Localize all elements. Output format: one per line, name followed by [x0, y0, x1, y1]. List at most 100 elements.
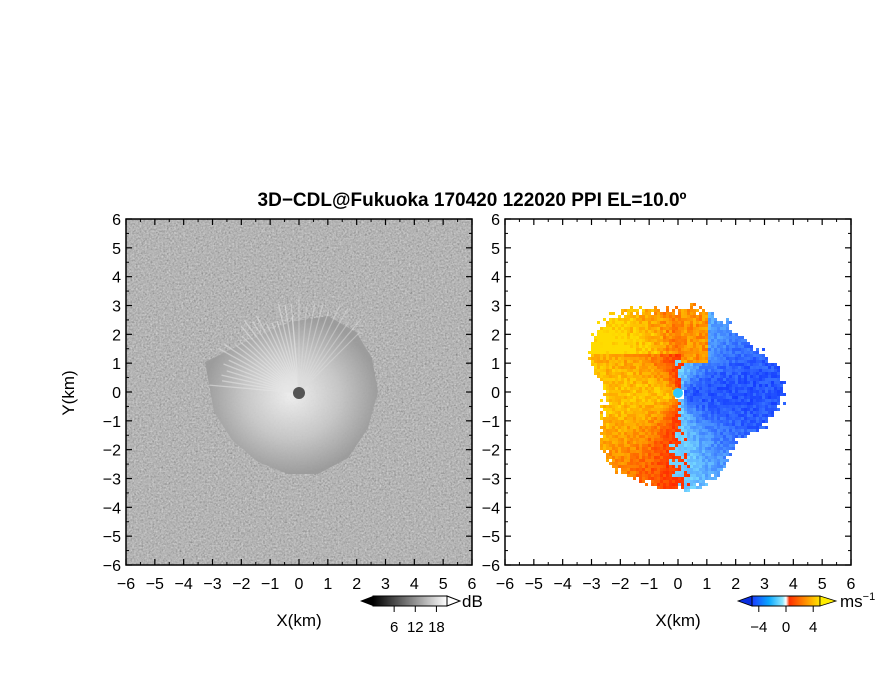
velocity-cell: [603, 360, 606, 363]
velocity-cell: [615, 411, 618, 414]
x-tick-label: 6: [847, 576, 856, 593]
y-tick-label: 2: [112, 327, 121, 344]
velocity-cell: [624, 327, 627, 330]
velocity-cell: [660, 393, 663, 396]
velocity-cell: [663, 471, 666, 474]
velocity-cell: [729, 429, 732, 432]
velocity-cell: [645, 396, 648, 399]
velocity-cell: [648, 417, 651, 420]
velocity-cell: [687, 408, 690, 411]
velocity-cell: [636, 423, 639, 426]
velocity-cell: [618, 441, 621, 444]
velocity-cell: [603, 384, 606, 387]
velocity-cell: [684, 450, 687, 453]
velocity-cell: [720, 423, 723, 426]
velocity-cell: [702, 330, 705, 333]
velocity-cell: [615, 384, 618, 387]
velocity-cell: [744, 339, 747, 342]
velocity-cell: [735, 363, 738, 366]
velocity-cell: [648, 375, 651, 378]
velocity-cell: [624, 426, 627, 429]
velocity-cell: [621, 447, 624, 450]
velocity-cell: [741, 426, 744, 429]
velocity-cell: [702, 372, 705, 375]
velocity-cell: [714, 474, 717, 477]
velocity-cell: [708, 402, 711, 405]
velocity-cell: [711, 339, 714, 342]
velocity-cell: [750, 390, 753, 393]
velocity-cell: [675, 357, 678, 360]
velocity-cell: [684, 366, 687, 369]
velocity-cell: [708, 417, 711, 420]
velocity-cell: [687, 372, 690, 375]
y-tick-label: 1: [491, 356, 500, 373]
velocity-cell: [621, 441, 624, 444]
velocity-cell: [699, 333, 702, 336]
x-tick-label: 0: [295, 576, 304, 593]
velocity-cell: [777, 378, 780, 381]
velocity-cell: [672, 444, 675, 447]
velocity-cell: [690, 363, 693, 366]
velocity-cell: [723, 441, 726, 444]
velocity-cell: [759, 387, 762, 390]
velocity-cell: [648, 441, 651, 444]
velocity-cell: [720, 414, 723, 417]
velocity-cell: [630, 387, 633, 390]
velocity-cell: [675, 408, 678, 411]
velocity-cell: [735, 345, 738, 348]
velocity-cell: [726, 405, 729, 408]
y-tick-label: −5: [482, 529, 500, 546]
velocity-cell: [690, 357, 693, 360]
velocity-cell: [729, 441, 732, 444]
velocity-cell: [750, 357, 753, 360]
velocity-cell: [729, 396, 732, 399]
y-tick-label: −3: [103, 472, 121, 489]
velocity-cell: [651, 321, 654, 324]
velocity-cell: [723, 435, 726, 438]
velocity-cell: [726, 387, 729, 390]
velocity-cell: [732, 348, 735, 351]
velocity-cell: [657, 393, 660, 396]
velocity-cell: [714, 378, 717, 381]
velocity-cell: [717, 324, 720, 327]
velocity-cell: [705, 465, 708, 468]
velocity-cell: [714, 444, 717, 447]
velocity-cell: [714, 393, 717, 396]
velocity-cell: [720, 399, 723, 402]
velocity-cell: [615, 441, 618, 444]
velocity-cell: [678, 339, 681, 342]
velocity-cell: [699, 363, 702, 366]
velocity-cell: [735, 372, 738, 375]
velocity-cell: [738, 345, 741, 348]
velocity-cell: [687, 369, 690, 372]
velocity-cell: [648, 438, 651, 441]
velocity-cell: [606, 438, 609, 441]
velocity-cell: [681, 426, 684, 429]
velocity-cell: [705, 456, 708, 459]
velocity-cell: [702, 399, 705, 402]
velocity-cell: [621, 465, 624, 468]
velocity-cell: [714, 384, 717, 387]
velocity-cell: [648, 312, 651, 315]
velocity-cell: [720, 465, 723, 468]
velocity-cell: [609, 396, 612, 399]
velocity-cell: [708, 441, 711, 444]
velocity-cell: [732, 441, 735, 444]
velocity-cell: [765, 363, 768, 366]
x-tick-label: −4: [554, 576, 572, 593]
velocity-cell: [633, 477, 636, 480]
velocity-cell: [699, 372, 702, 375]
velocity-cell: [678, 384, 681, 387]
velocity-cell: [765, 417, 768, 420]
velocity-cell: [690, 477, 693, 480]
velocity-cell: [699, 462, 702, 465]
velocity-cell: [666, 312, 669, 315]
velocity-cell: [684, 426, 687, 429]
velocity-cell: [657, 399, 660, 402]
velocity-cell: [660, 462, 663, 465]
velocity-cell: [630, 378, 633, 381]
velocity-cell: [726, 351, 729, 354]
velocity-cell: [606, 378, 609, 381]
velocity-cell: [636, 462, 639, 465]
velocity-cell: [699, 441, 702, 444]
